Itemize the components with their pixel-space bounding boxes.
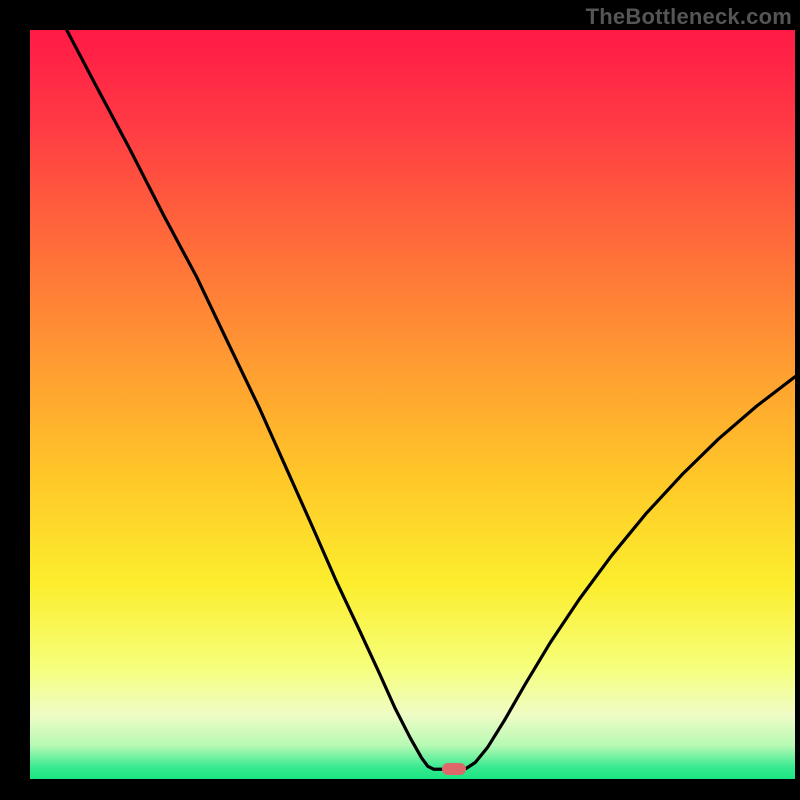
curve-svg-layer bbox=[0, 0, 800, 800]
watermark-text: TheBottleneck.com bbox=[586, 4, 792, 30]
bottleneck-curve bbox=[67, 30, 795, 769]
chart-container: TheBottleneck.com bbox=[0, 0, 800, 800]
optimal-point-marker bbox=[442, 763, 466, 775]
